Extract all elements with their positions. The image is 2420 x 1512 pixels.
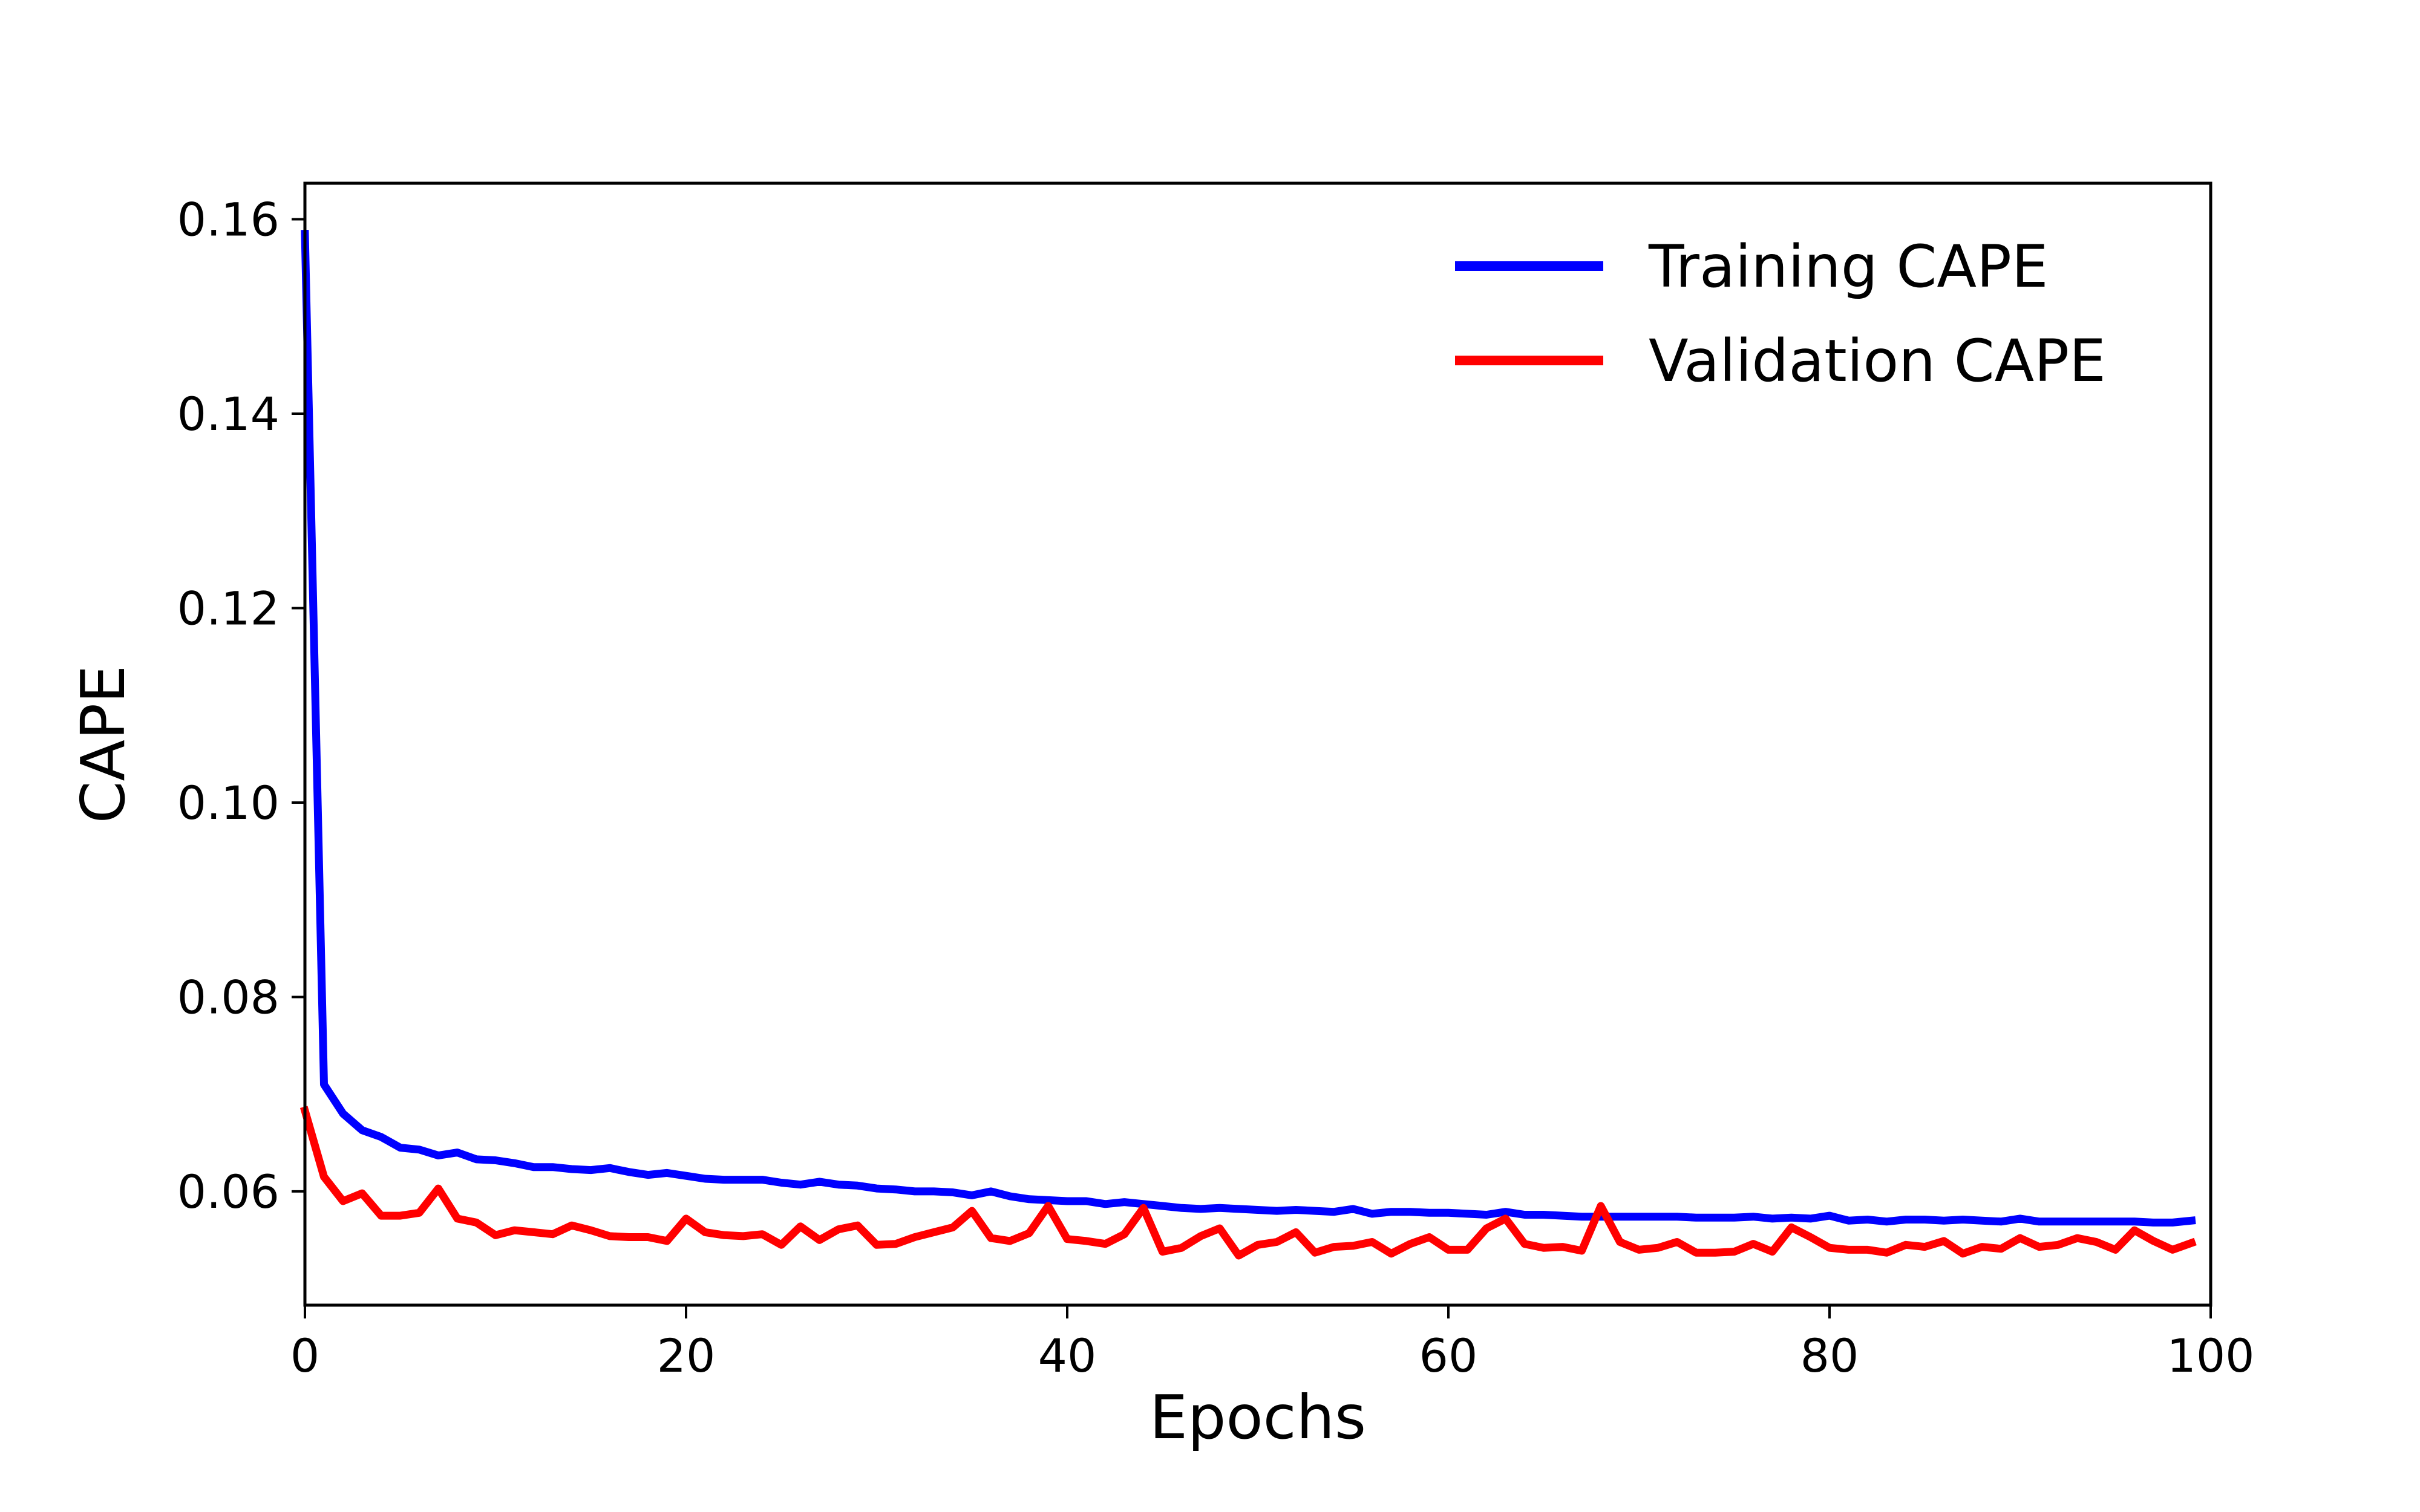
legend-label-validation: Validation CAPE bbox=[1649, 327, 2106, 395]
x-tick-label: 100 bbox=[2167, 1329, 2254, 1383]
x-tick-label: 0 bbox=[290, 1329, 319, 1383]
legend: Training CAPE Validation CAPE bbox=[1455, 233, 2106, 395]
x-tick-label: 40 bbox=[1038, 1329, 1097, 1383]
training-cape-line bbox=[301, 229, 2196, 1227]
y-tick-label: 0.14 bbox=[177, 387, 280, 441]
x-tick-label: 60 bbox=[1419, 1329, 1478, 1383]
y-axis-label: CAPE bbox=[68, 665, 139, 824]
x-tick-label: 20 bbox=[657, 1329, 716, 1383]
x-axis-label: Epochs bbox=[1150, 1382, 1366, 1453]
lines-layer bbox=[299, 229, 2197, 1260]
plot-area-frame bbox=[303, 181, 2212, 1307]
y-tick-label: 0.12 bbox=[177, 581, 280, 635]
legend-label-training: Training CAPE bbox=[1648, 233, 2049, 301]
validation-cape-line bbox=[299, 1106, 2197, 1260]
y-tick-label: 0.10 bbox=[177, 776, 280, 830]
y-tick-label: 0.06 bbox=[177, 1165, 280, 1219]
y-tick-label: 0.08 bbox=[177, 970, 280, 1024]
x-tick-label: 80 bbox=[1800, 1329, 1859, 1383]
y-tick-label: 0.16 bbox=[177, 192, 280, 246]
ticks-layer: 0 20 40 60 80 100 0.06 0.08 0.10 0.12 0.14 0.16 bbox=[177, 192, 2255, 1383]
